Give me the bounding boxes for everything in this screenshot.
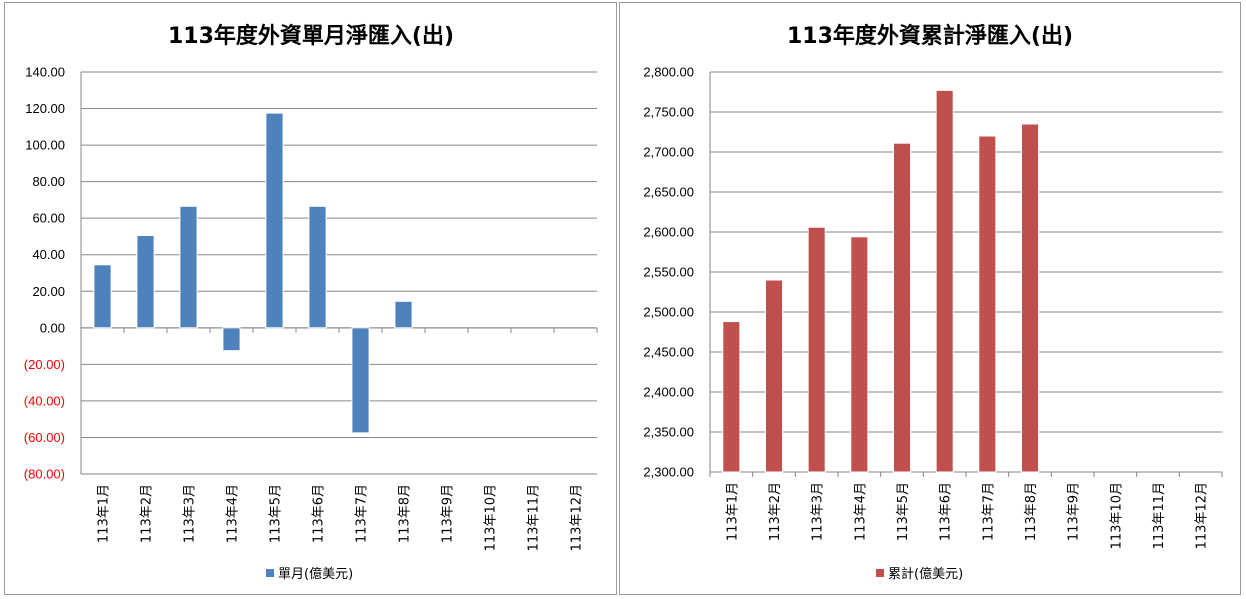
bar-113年3月: [179, 205, 198, 329]
y-tick-label: (80.00): [24, 467, 65, 482]
monthly-chart-svg: 113年度外資單月淨匯入(出) 140.00 120.00 100.00 80.00 60…: [24, 23, 598, 582]
y-tick-label: 2,550.00: [643, 265, 694, 280]
monthly-net-inflow-chart[interactable]: 113年度外資單月淨匯入(出) 140.00 120.00 100.00 80.00 60…: [4, 2, 617, 595]
y-tick-label: 2,750.00: [643, 105, 694, 120]
x-tick-label: 113年11月: [527, 484, 542, 551]
y-tick-label: 20.00: [32, 284, 65, 299]
chart-title: 113年度外資單月淨匯入(出): [168, 23, 454, 49]
legend-label: 單月(億美元): [278, 566, 353, 582]
x-tick-label: 113年8月: [1024, 482, 1039, 541]
bar-113年8月: [1020, 123, 1040, 473]
x-tick-label: 113年6月: [939, 482, 954, 541]
x-tick-label: 113年9月: [441, 484, 456, 543]
x-tick-label: 113年11月: [1152, 482, 1167, 549]
bar-113年4月: [850, 236, 869, 473]
bar-113年5月: [265, 112, 284, 329]
bar-113年6月: [308, 205, 327, 329]
y-tick-label: 0.00: [40, 320, 65, 335]
x-tick-label: 113年7月: [355, 484, 370, 543]
bar-113年5月: [892, 142, 912, 473]
legend-swatch: [266, 569, 274, 577]
y-tick-label: 2,350.00: [643, 425, 694, 440]
bar-113年7月: [978, 135, 997, 473]
y-tick-label: 140.00: [25, 65, 65, 80]
bar-113年2月: [136, 235, 155, 329]
y-tick-label: 2,600.00: [643, 225, 694, 240]
legend-label: 累計(億美元): [888, 566, 963, 582]
y-tick-label: 2,650.00: [643, 185, 694, 200]
x-tick-label: 113年5月: [896, 482, 911, 541]
legend-swatch: [876, 569, 884, 577]
y-tick-label: 80.00: [32, 174, 65, 189]
x-tick-label: 113年4月: [853, 482, 868, 541]
x-tick-label: 113年12月: [1195, 482, 1210, 549]
bar-113年3月: [807, 226, 826, 473]
y-tick-label: 60.00: [32, 211, 65, 226]
y-tick-label: 2,500.00: [643, 305, 694, 320]
bar-113年2月: [764, 279, 784, 473]
y-tick-label: 120.00: [25, 101, 65, 116]
x-tick-label: 113年3月: [811, 482, 826, 541]
y-tick-label: (20.00): [24, 357, 65, 372]
x-tick-label: 113年10月: [1109, 482, 1124, 549]
x-tick-label: 113年5月: [269, 484, 284, 543]
bar-113年1月: [722, 321, 741, 473]
y-tick-label: 100.00: [25, 138, 65, 153]
y-tick-label: 40.00: [32, 247, 65, 262]
y-tick-label: 2,800.00: [643, 65, 694, 80]
chart-title: 113年度外資累計淨匯入(出): [787, 23, 1073, 49]
bar-113年1月: [93, 264, 112, 329]
x-tick-label: 113年10月: [484, 484, 499, 551]
x-tick-label: 113年6月: [312, 484, 327, 543]
x-tick-label: 113年7月: [981, 482, 996, 541]
x-tick-label: 113年2月: [768, 482, 783, 541]
x-tick-label: 113年3月: [183, 484, 198, 543]
y-tick-label: (60.00): [24, 430, 65, 445]
bar-113年6月: [935, 89, 954, 473]
bar-113年8月: [394, 300, 413, 329]
y-tick-label: 2,400.00: [643, 385, 694, 400]
x-tick-label: 113年1月: [725, 482, 740, 541]
y-tick-label: 2,450.00: [643, 345, 694, 360]
cumulative-chart-svg: 113年度外資累計淨匯入(出) 2,800.00 2,750.00 2,700.00 2…: [643, 23, 1223, 582]
x-tick-label: 113年12月: [570, 484, 585, 551]
y-tick-label: (40.00): [24, 393, 65, 408]
x-tick-label: 113年2月: [140, 484, 155, 543]
bar-113年4月: [222, 327, 241, 352]
y-tick-label: 2,300.00: [643, 465, 694, 480]
cumulative-net-inflow-chart[interactable]: 113年度外資累計淨匯入(出) 2,800.00 2,750.00 2,700.00 2…: [619, 2, 1241, 595]
x-tick-label: 113年9月: [1067, 482, 1082, 541]
x-tick-label: 113年4月: [226, 484, 241, 543]
y-tick-label: 2,700.00: [643, 145, 694, 160]
bar-113年7月: [351, 327, 370, 434]
x-tick-label: 113年1月: [97, 484, 112, 543]
x-tick-label: 113年8月: [398, 484, 413, 543]
